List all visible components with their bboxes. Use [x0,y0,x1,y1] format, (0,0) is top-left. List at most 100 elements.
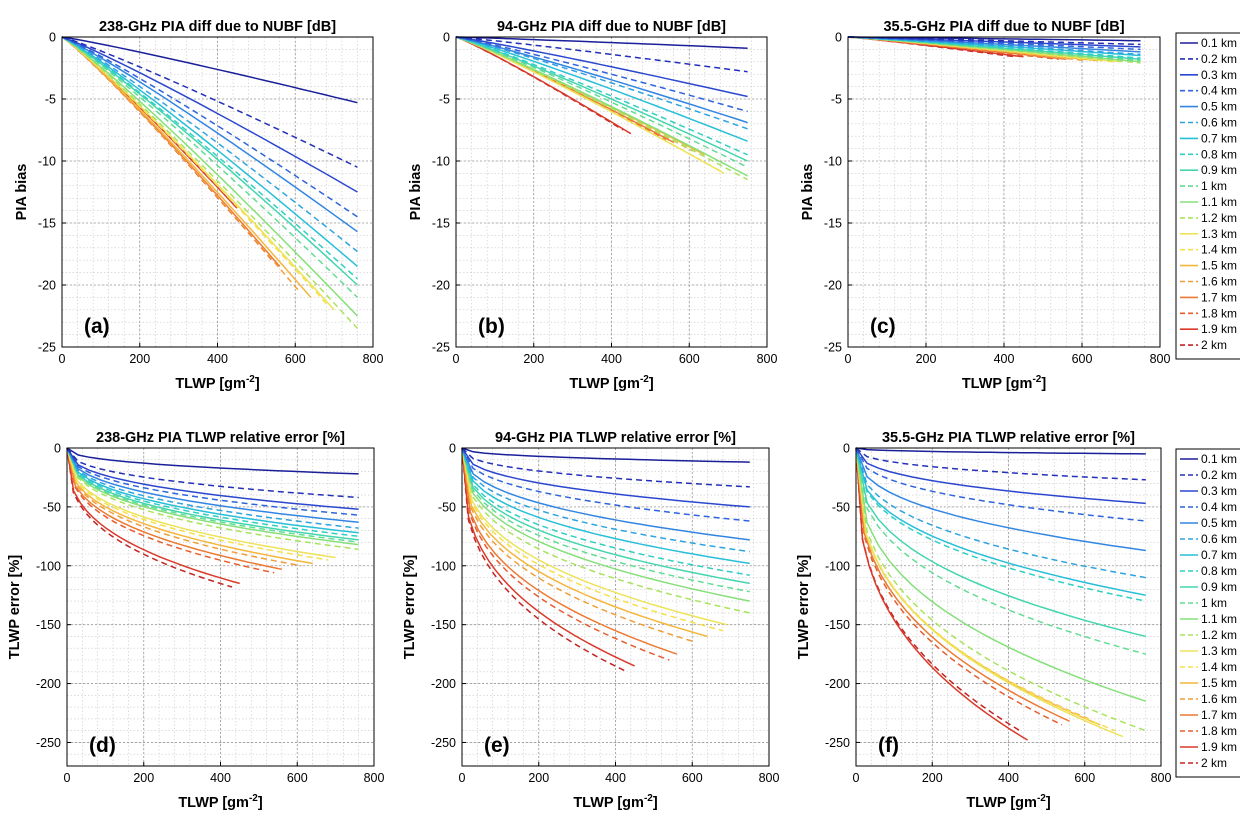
series-line-0.2km [461,447,750,488]
series-line-1.1km [455,36,748,177]
chart-title: 238-GHz PIA diff due to NUBF [dB] [99,19,336,35]
series-line-0.6km [66,447,359,529]
x-tick-label: 400 [994,352,1015,366]
series-line-0.3km [847,36,1141,48]
x-axis-label: TLWP [gm-2] [178,793,263,811]
panel-e: 0 200 400 600 800 0 -50 -100 -150 -200 -250 94-GHz … [402,430,779,811]
y-tick-label: -20 [824,279,842,293]
legend-entry: 0.1 km [1201,36,1237,50]
legend-entry: 0.8 km [1201,564,1237,578]
y-tick-label: -20 [38,279,56,293]
series-line-1.7km [855,447,1070,722]
legend-entry: 1.5 km [1201,259,1237,273]
y-tick-label: -250 [36,736,61,750]
series-line-0.6km [61,36,358,253]
y-tick-label: -100 [431,559,456,573]
y-axis-label: PIA bias [14,164,30,221]
series-line-1.8km [855,447,1063,726]
x-tick-label: 800 [1151,771,1172,785]
series-line-0.6km [847,36,1141,56]
series-line-1.1km [66,447,359,546]
legend-entry: 0.3 km [1201,484,1237,498]
legend-entry: 0.2 km [1201,52,1237,66]
series-lines [847,36,1141,64]
x-tick-label: 0 [845,352,852,366]
y-tick-label: 0 [49,31,56,45]
legend-entry: 1.6 km [1201,275,1237,289]
series-line-0.8km [461,447,750,576]
legend-entry: 0.5 km [1201,100,1237,114]
y-tick-label: -250 [825,736,850,750]
series-line-0.3km [455,36,748,98]
panel-a: 0 200 400 600 800 0 -5 -10 -15 -20 -25 238-GHz PIA … [14,19,383,392]
series-line-0.9km [455,36,748,162]
legend-entry: 0.6 km [1201,532,1237,546]
legend-entry: 0.9 km [1201,163,1237,177]
legend-entry: 0.2 km [1201,468,1237,482]
series-line-1.2km [61,36,358,329]
series-line-1.2km [461,447,750,614]
y-tick-label: 0 [443,31,450,45]
x-tick-label: 200 [523,352,544,366]
x-tick-label: 400 [207,352,228,366]
panel-label: (f) [878,734,899,757]
x-tick-label: 400 [601,352,622,366]
series-line-0.1km [455,36,748,49]
legend-entry: 1.2 km [1201,211,1237,225]
x-axis-label: TLWP [gm-2] [966,793,1051,811]
x-axis-label: TLWP [gm-2] [573,793,658,811]
y-tick-label: -10 [824,155,842,169]
x-tick-label: 800 [759,771,780,785]
series-line-0.6km [455,36,748,130]
legend-entry: 1.6 km [1201,692,1237,706]
series-line-0.8km [455,36,748,156]
x-axis-label: TLWP [gm-2] [569,374,654,392]
legend-entry: 1.8 km [1201,724,1237,738]
series-line-0.3km [66,447,359,510]
panel-label: (e) [484,734,510,757]
y-tick-label: -150 [825,618,850,632]
x-axis-label: TLWP [gm-2] [175,374,260,392]
legend-entry: 1.9 km [1201,322,1237,336]
legend-entry: 1.7 km [1201,708,1237,722]
x-tick-label: 600 [285,352,306,366]
series-line-0.2km [61,36,358,168]
panel-f: 0 200 400 600 800 0 -50 -100 -150 -200 -250 35.5-GH… [796,430,1171,811]
series-line-1.1km [461,447,750,602]
x-tick-label: 400 [998,771,1019,785]
series-line-1.2km [66,447,359,551]
legend-entry: 1.3 km [1201,227,1237,241]
series-line-1.7km [461,447,678,655]
panel-label: (d) [89,734,116,757]
legend-entry: 1.2 km [1201,628,1237,642]
y-tick-label: -25 [38,341,56,355]
series-line-1.8km [66,447,275,574]
series-line-0.7km [455,36,748,142]
x-tick-label: 200 [133,771,154,785]
chart-title: 94-GHz PIA diff due to NUBF [dB] [497,19,726,35]
series-line-0.4km [455,36,748,113]
series-line-2km [66,447,233,588]
series-line-0.7km [66,447,359,534]
series-line-1.3km [455,36,725,175]
series-line-0.5km [66,447,359,523]
y-tick-label: -20 [432,279,450,293]
series-lines [61,36,358,329]
series-line-0.3km [461,447,750,508]
series-line-1.6km [461,447,697,644]
series-line-0.9km [66,447,359,541]
legend-entry: 0.5 km [1201,516,1237,530]
chart-title: 238-GHz PIA TLWP relative error [%] [96,430,345,446]
x-tick-label: 800 [363,352,384,366]
series-line-1.5km [61,36,312,298]
series-line-0.2km [66,447,359,499]
series-line-0.9km [855,447,1146,638]
series-line-0.8km [855,447,1146,602]
series-lines [66,447,359,588]
series-line-1.1km [855,447,1147,702]
series-line-1.4km [455,36,721,172]
series-line-0.1km [855,447,1146,455]
chart-title: 94-GHz PIA TLWP relative error [%] [495,430,736,446]
legend-entry: 1.4 km [1201,243,1237,257]
series-line-0.6km [855,447,1146,579]
